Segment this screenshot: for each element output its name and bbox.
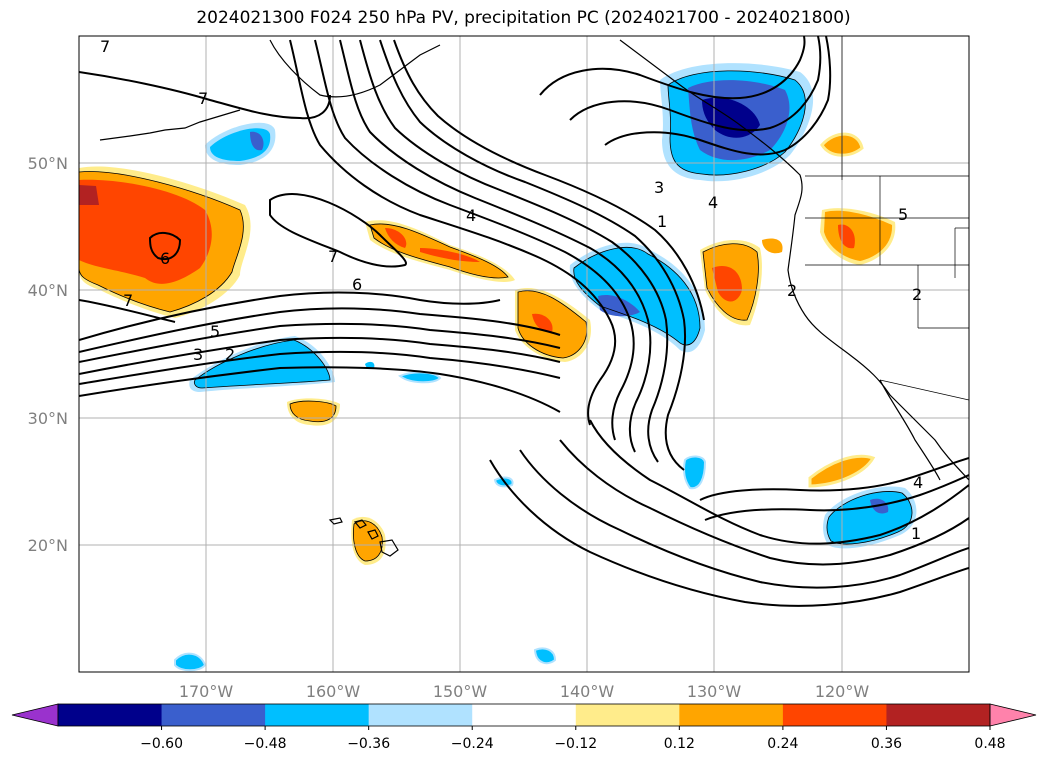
colorbar-tick-label: −0.12: [554, 736, 597, 752]
precip-neg-north-core: [702, 97, 760, 138]
precip-blob-nevada-mid: [824, 210, 893, 261]
contour-label: 6: [352, 275, 362, 294]
pv-contours: [79, 36, 969, 607]
colorbar-bin: [58, 704, 163, 726]
colorbar-extend-low: [11, 703, 59, 727]
colorbar-tick-label: 0.48: [974, 736, 1005, 752]
contour-label: 6: [160, 249, 170, 268]
contour-label: 5: [898, 205, 908, 224]
precip-blob-mid-inner: [532, 313, 553, 333]
precip-neg-west-mid: [194, 340, 330, 388]
political-boundaries: [805, 36, 969, 401]
precip-outlines: [79, 70, 913, 562]
precip-neg-central-mid: [573, 247, 700, 346]
precip-blob-west-core: [79, 185, 99, 205]
contour-label: 4: [466, 206, 476, 225]
lat-tick-labels: 50°N 40°N 30°N 20°N: [28, 154, 68, 555]
colorbar-bin: [472, 704, 577, 726]
precip-neg-small-a: [398, 371, 442, 384]
pv-contour-labels: 7 7 6 6 7 7 5 3 2 4 3 1 4 2 2 5 4 1: [100, 37, 923, 543]
lon-tick-label: 150°W: [433, 682, 488, 701]
contour-label: 7: [328, 247, 338, 266]
colorbar-tick-label: −0.24: [451, 736, 494, 752]
colorbar-tick-label: −0.60: [140, 736, 183, 752]
contour-label: 2: [912, 285, 922, 304]
contour-label: 7: [100, 37, 110, 56]
lat-tick-label: 40°N: [28, 281, 68, 300]
colorbar-bin: [782, 704, 887, 726]
precip-blob-west-inner: [79, 179, 212, 284]
precip-neg-small-d: [683, 455, 707, 490]
contour-label: 5: [210, 322, 220, 341]
coastlines: [99, 39, 969, 557]
lat-tick-label: 30°N: [28, 409, 68, 428]
colorbar-tick-label: 0.12: [664, 736, 695, 752]
contour-label: 2: [225, 345, 235, 364]
lon-tick-label: 170°W: [179, 682, 234, 701]
lon-tick-labels: 170°W 160°W 150°W 140°W 130°W 120°W: [179, 682, 870, 701]
lon-tick-label: 140°W: [560, 682, 615, 701]
precip-band-central-inner: [385, 228, 480, 262]
lat-tick-label: 20°N: [28, 536, 68, 555]
colorbar-bin: [575, 704, 680, 726]
contour-label: 7: [198, 89, 208, 108]
contour-label: 1: [911, 524, 921, 543]
colorbar-tick-label: −0.36: [347, 736, 390, 752]
colorbar-tick-label: 0.24: [767, 736, 798, 752]
contour-label: 4: [708, 193, 718, 212]
precip-blob-small-1-mid: [290, 401, 336, 422]
contour-label: 7: [123, 291, 133, 310]
colorbar-bin: [368, 704, 473, 726]
colorbar: −0.60 −0.48 −0.36 −0.24 −0.12 0.12 0.24 0.36 0.4…: [11, 703, 1037, 752]
lon-tick-label: 120°W: [815, 682, 870, 701]
colorbar-tick-label: −0.48: [244, 736, 287, 752]
contour-label: 3: [654, 178, 664, 197]
precip-neg-central-inner: [598, 294, 640, 317]
precip-blob-mid-mid: [518, 290, 587, 358]
contour-label: 2: [787, 281, 797, 300]
lat-tick-label: 50°N: [28, 154, 68, 173]
contour-label: 1: [657, 212, 667, 231]
colorbar-outline: [57, 703, 991, 727]
precip-neg-small-north-inner: [250, 131, 264, 151]
colorbar-bin: [886, 704, 991, 726]
map-frame: [78, 35, 970, 673]
colorbar-bin: [265, 704, 370, 726]
lon-tick-label: 130°W: [687, 682, 742, 701]
precip-blob-coast-small: [762, 238, 783, 254]
colorbar-bin: [679, 704, 784, 726]
precip-neg-small-e: [533, 647, 557, 665]
lon-tick-label: 160°W: [306, 682, 361, 701]
colorbar-bin: [161, 704, 266, 726]
precip-blob-coast-inner: [712, 266, 742, 302]
map-title: 2024021300 F024 250 hPa PV, precipitatio…: [196, 8, 851, 28]
precip-neg-small-f: [174, 652, 207, 672]
contour-label: 4: [913, 473, 923, 492]
contour-label: 3: [193, 345, 203, 364]
colorbar-extend-high: [989, 703, 1037, 727]
colorbar-tick-label: 0.36: [871, 736, 902, 752]
